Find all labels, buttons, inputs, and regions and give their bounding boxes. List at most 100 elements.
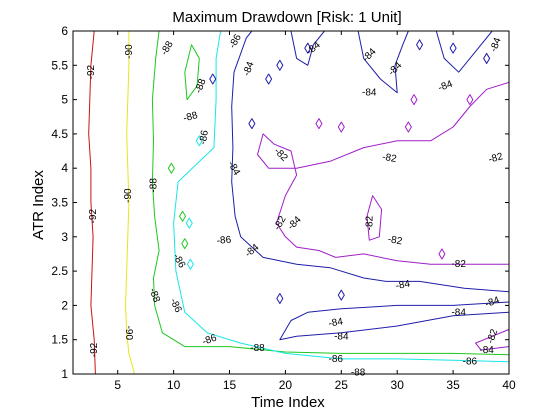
contour-label-34: -84 bbox=[451, 307, 466, 318]
contour-speckle-19 bbox=[438, 248, 446, 260]
contour-line--84-7 bbox=[290, 30, 325, 66]
x-axis-label: Time Index bbox=[251, 394, 325, 411]
contour-speckle-4 bbox=[186, 258, 194, 270]
contour-line--92-0 bbox=[88, 30, 96, 375]
contour-label-8: -88 bbox=[147, 287, 162, 305]
contour-line--84-8 bbox=[357, 30, 409, 94]
contour-label-23: -84 bbox=[361, 46, 379, 64]
contour-label-44: -82 bbox=[485, 327, 500, 345]
contour-label-2: -92 bbox=[89, 342, 100, 357]
contour-label-29: -84 bbox=[243, 242, 261, 260]
contour-lines bbox=[88, 30, 510, 375]
contour-label-30: -84 bbox=[286, 214, 304, 232]
contour-speckle-10 bbox=[416, 39, 424, 51]
contour-speckle-18 bbox=[466, 94, 474, 106]
x-tick-label-30: 30 bbox=[391, 378, 405, 392]
contour-label-43: -82 bbox=[451, 259, 466, 270]
x-tick-label-10: 10 bbox=[167, 378, 181, 392]
contour-label-5: -90 bbox=[123, 326, 134, 341]
contour-line--90-1 bbox=[125, 30, 135, 375]
y-tick-label-3: 3 bbox=[61, 230, 68, 244]
contour-speckle-1 bbox=[179, 210, 187, 222]
contour-line--82-12 bbox=[366, 195, 383, 241]
contour-label-37: -82 bbox=[272, 146, 290, 164]
contour-label-21: -84 bbox=[241, 60, 256, 78]
contour-speckle-8 bbox=[248, 118, 256, 130]
contour-label-24: -84 bbox=[386, 60, 404, 78]
contour-label-41: -82 bbox=[364, 215, 375, 230]
contour-speckle-5 bbox=[195, 135, 203, 147]
contour-speckle-12 bbox=[483, 52, 491, 64]
contour-label-35: -84 bbox=[484, 295, 502, 310]
x-tick-label-15: 15 bbox=[223, 378, 237, 392]
contour-speckle-3 bbox=[185, 217, 193, 229]
y-tick-label-5: 5 bbox=[61, 93, 68, 107]
x-tick-label-25: 25 bbox=[335, 378, 349, 392]
contour-label-14: -86 bbox=[198, 129, 211, 146]
contour-speckle-13 bbox=[265, 73, 273, 85]
contour-label-19: -86 bbox=[328, 354, 343, 365]
y-axis-ticks: 1 1.5 2 2.5 3 3.5 4 4.5 5 5.5 6 bbox=[51, 24, 509, 381]
x-tick-label-35: 35 bbox=[446, 378, 460, 392]
contour-line--86-4 bbox=[173, 30, 510, 363]
contour-label-0: -92 bbox=[86, 64, 97, 79]
contour-line--88-3 bbox=[184, 44, 200, 101]
contour-line--84-6 bbox=[231, 30, 510, 293]
contour-label-33: -84 bbox=[395, 279, 412, 292]
y-tick-label-1: 1 bbox=[61, 367, 68, 381]
contour-label-38: -82 bbox=[381, 152, 398, 165]
contour-label-39: -82 bbox=[487, 151, 504, 165]
contour-label-7: -88 bbox=[148, 178, 159, 193]
contour-label-12: -88 bbox=[351, 368, 366, 379]
contour-speckle-6 bbox=[209, 73, 217, 85]
contour-speckle-16 bbox=[404, 121, 412, 133]
x-tick-label-5: 5 bbox=[114, 378, 121, 392]
contour-label-15: -86 bbox=[216, 235, 232, 247]
contour-label-27: -84 bbox=[488, 36, 503, 54]
contour-label-9: -88 bbox=[193, 77, 208, 95]
contour-speckle-15 bbox=[337, 121, 345, 133]
contour-speckle-14 bbox=[315, 118, 323, 130]
contour-label-4: -90 bbox=[123, 188, 134, 203]
x-tick-label-40: 40 bbox=[502, 378, 516, 392]
contour-speckle-17 bbox=[410, 94, 418, 106]
contour-label-22: -84 bbox=[305, 39, 323, 57]
contour-label-11: -88 bbox=[250, 343, 265, 354]
y-tick-label-4.5: 4.5 bbox=[51, 127, 68, 141]
contour-speckle-20 bbox=[337, 289, 345, 301]
contour-label-32: -84 bbox=[334, 331, 349, 342]
x-tick-label-20: 20 bbox=[279, 378, 293, 392]
y-tick-label-6: 6 bbox=[61, 24, 68, 38]
contour-label-36: -84 bbox=[479, 345, 494, 356]
contour-speckles bbox=[167, 39, 491, 305]
y-tick-label-2.5: 2.5 bbox=[51, 264, 68, 278]
contour-label-42: -82 bbox=[387, 234, 404, 247]
contour-label-18: -86 bbox=[201, 332, 219, 347]
y-tick-label-4: 4 bbox=[61, 161, 68, 175]
contour-line--84-9 bbox=[435, 30, 493, 73]
contour-label-3: -90 bbox=[124, 44, 135, 59]
contour-line--82-11 bbox=[475, 328, 510, 351]
contour-labels: -92-92-92-90-90-90-88-88-88-88-88-88-88-… bbox=[86, 32, 505, 378]
contour-label-25: -84 bbox=[362, 88, 377, 99]
contour-speckle-21 bbox=[276, 293, 284, 305]
contour-line--82-10 bbox=[257, 81, 510, 265]
y-tick-label-5.5: 5.5 bbox=[51, 58, 68, 72]
y-tick-label-1.5: 1.5 bbox=[51, 333, 68, 347]
contour-label-1: -92 bbox=[88, 209, 99, 224]
contour-speckle-11 bbox=[449, 42, 457, 54]
contour-speckle-9 bbox=[304, 42, 312, 54]
contour-speckle-2 bbox=[181, 238, 189, 250]
chart-title: Maximum Drawdown [Risk: 1 Unit] bbox=[172, 9, 401, 26]
y-tick-label-3.5: 3.5 bbox=[51, 196, 68, 210]
contour-line--84-5 bbox=[279, 301, 510, 341]
contour-speckle-0 bbox=[167, 162, 175, 174]
y-tick-label-2: 2 bbox=[61, 298, 68, 312]
contour-label-20: -86 bbox=[463, 357, 478, 368]
x-axis-ticks: 5 10 15 20 25 30 35 40 bbox=[114, 31, 516, 392]
contour-label-10: -88 bbox=[182, 110, 199, 124]
contour-line--88-2 bbox=[151, 30, 510, 356]
contour-label-26: -84 bbox=[437, 79, 455, 94]
